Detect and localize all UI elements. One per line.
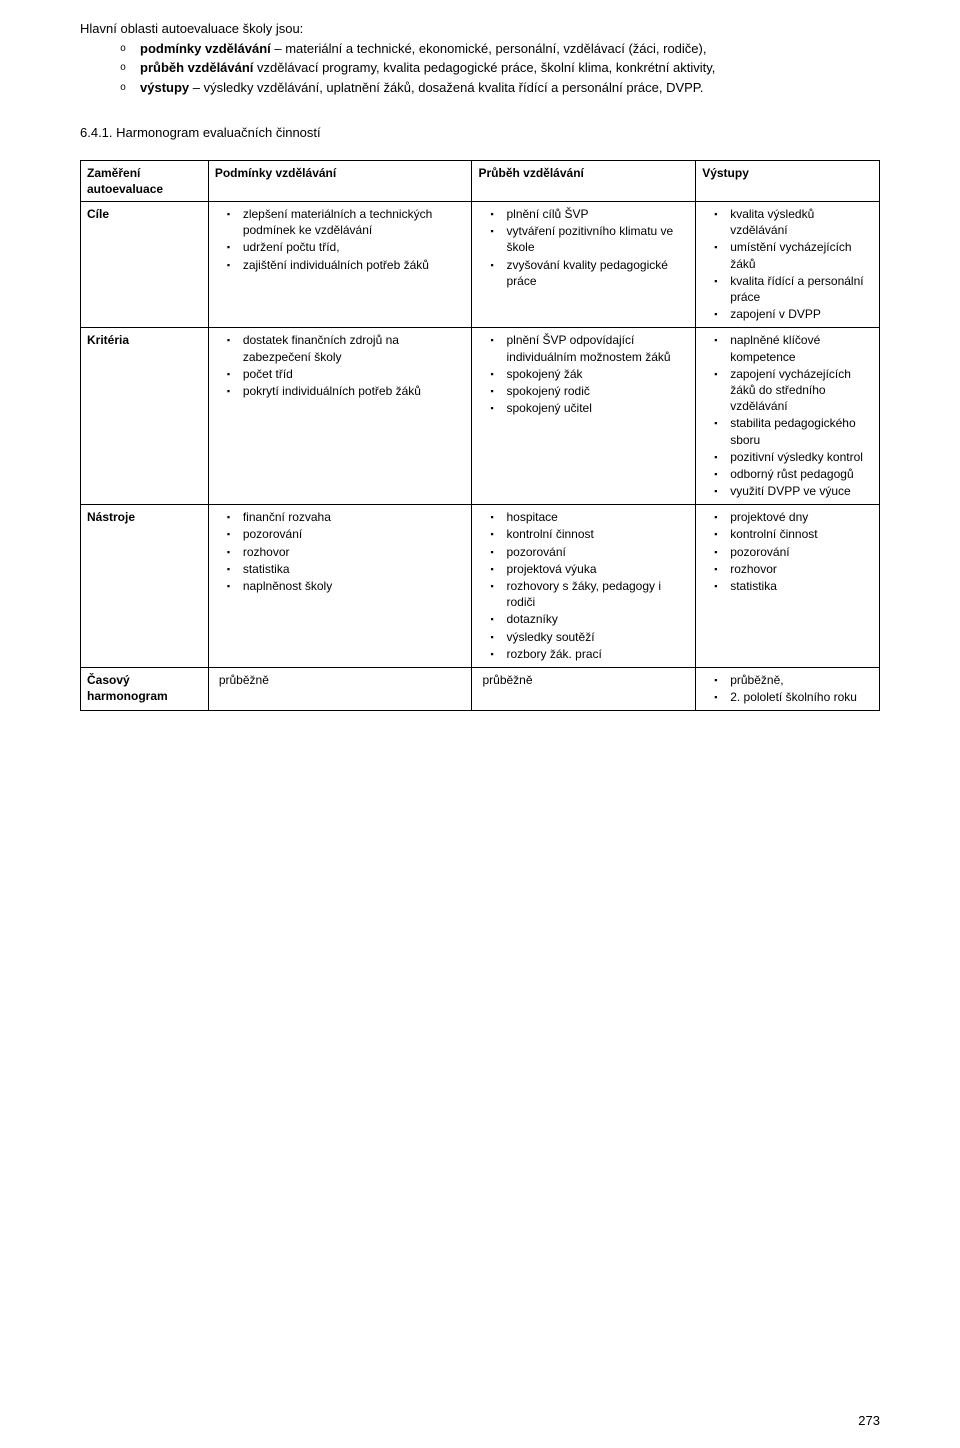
list-item: spokojený učitel — [494, 400, 689, 416]
list-item: pozorování — [494, 544, 689, 560]
table-row: Nástroje finanční rozvaha pozorování roz… — [81, 505, 880, 668]
list-item: dostatek finančních zdrojů na zabezpečen… — [231, 332, 466, 364]
list-item: vytváření pozitivního klimatu ve škole — [494, 223, 689, 255]
list-item: využití DVPP ve výuce — [718, 483, 873, 499]
row-label-harmonogram: Časový harmonogram — [81, 667, 209, 710]
list-item: statistika — [231, 561, 466, 577]
list-item: kvalita řídící a personální práce — [718, 273, 873, 305]
list-item: udržení počtu tříd, — [231, 239, 466, 255]
list-item: kontrolní činnost — [494, 526, 689, 542]
list-item: pokrytí individuálních potřeb žáků — [231, 383, 466, 399]
header-col-4: Výstupy — [696, 160, 880, 201]
cell-nastroje-c2: finanční rozvaha pozorování rozhovor sta… — [208, 505, 472, 668]
list-item: statistika — [718, 578, 873, 594]
list-item: kontrolní činnost — [718, 526, 873, 542]
list-item: naplněné klíčové kompetence — [718, 332, 873, 364]
list-item: zapojení v DVPP — [718, 306, 873, 322]
intro-item-3: výstupy – výsledky vzdělávání, uplatnění… — [120, 79, 880, 97]
list-item: spokojený rodič — [494, 383, 689, 399]
cell-harmonogram-c2-text: průběžně — [215, 673, 269, 687]
cell-cile-c4: kvalita výsledků vzdělávání umístění vyc… — [696, 202, 880, 328]
intro-item-3-rest: – výsledky vzdělávání, uplatnění žáků, d… — [189, 80, 703, 95]
list-item: počet tříd — [231, 366, 466, 382]
cell-cile-c2: zlepšení materiálních a technických podm… — [208, 202, 472, 328]
list-item: pozitivní výsledky kontrol — [718, 449, 873, 465]
cell-nastroje-c3: hospitace kontrolní činnost pozorování p… — [472, 505, 696, 668]
cell-harmonogram-c3: průběžně — [472, 667, 696, 710]
page-number: 273 — [858, 1412, 880, 1430]
list-item: rozhovor — [231, 544, 466, 560]
list-item: odborný růst pedagogů — [718, 466, 873, 482]
list-item: projektová výuka — [494, 561, 689, 577]
cell-cile-c3: plnění cílů ŠVP vytváření pozitivního kl… — [472, 202, 696, 328]
row-label-kriteria: Kritéria — [81, 328, 209, 505]
row-label-nastroje: Nástroje — [81, 505, 209, 668]
cell-nastroje-c4: projektové dny kontrolní činnost pozorov… — [696, 505, 880, 668]
intro-item-1: podmínky vzdělávání – materiální a techn… — [120, 40, 880, 58]
table-row: Kritéria dostatek finančních zdrojů na z… — [81, 328, 880, 505]
header-col-3: Průběh vzdělávání — [472, 160, 696, 201]
intro-item-1-bold: podmínky vzdělávání — [140, 41, 271, 56]
header-col-2: Podmínky vzdělávání — [208, 160, 472, 201]
list-item: projektové dny — [718, 509, 873, 525]
intro-lead: Hlavní oblasti autoevaluace školy jsou: — [80, 20, 880, 38]
intro-bullets: podmínky vzdělávání – materiální a techn… — [120, 40, 880, 97]
list-item: naplněnost školy — [231, 578, 466, 594]
list-item: finanční rozvaha — [231, 509, 466, 525]
list-item: kvalita výsledků vzdělávání — [718, 206, 873, 238]
cell-kriteria-c3: plnění ŠVP odpovídající individuálním mo… — [472, 328, 696, 505]
list-item: dotazníky — [494, 611, 689, 627]
list-item: průběžně, — [718, 672, 873, 688]
row-label-cile: Cíle — [81, 202, 209, 328]
list-item: umístění vycházejících žáků — [718, 239, 873, 271]
table-header-row: Zaměření autoevaluace Podmínky vzděláván… — [81, 160, 880, 201]
header-col-1: Zaměření autoevaluace — [81, 160, 209, 201]
intro-item-3-bold: výstupy — [140, 80, 189, 95]
list-item: stabilita pedagogického sboru — [718, 415, 873, 447]
list-item: pozorování — [718, 544, 873, 560]
list-item: hospitace — [494, 509, 689, 525]
list-item: zlepšení materiálních a technických podm… — [231, 206, 466, 238]
intro-item-2: průběh vzdělávání vzdělávací programy, k… — [120, 59, 880, 77]
intro-item-2-bold: průběh vzdělávání — [140, 60, 253, 75]
list-item: výsledky soutěží — [494, 629, 689, 645]
table-row: Časový harmonogram průběžně průběžně prů… — [81, 667, 880, 710]
cell-kriteria-c4: naplněné klíčové kompetence zapojení vyc… — [696, 328, 880, 505]
list-item: plnění ŠVP odpovídající individuálním mo… — [494, 332, 689, 364]
list-item: zapojení vycházejících žáků do středního… — [718, 366, 873, 415]
list-item: zajištění individuálních potřeb žáků — [231, 257, 466, 273]
list-item: zvyšování kvality pedagogické práce — [494, 257, 689, 289]
cell-harmonogram-c2: průběžně — [208, 667, 472, 710]
list-item: rozhovory s žáky, pedagogy i rodiči — [494, 578, 689, 610]
list-item: 2. pololetí školního roku — [718, 689, 873, 705]
list-item: pozorování — [231, 526, 466, 542]
intro-item-1-rest: – materiální a technické, ekonomické, pe… — [271, 41, 707, 56]
list-item: plnění cílů ŠVP — [494, 206, 689, 222]
section-heading: 6.4.1. Harmonogram evaluačních činností — [80, 124, 880, 142]
list-item: rozbory žák. prací — [494, 646, 689, 662]
table-row: Cíle zlepšení materiálních a technických… — [81, 202, 880, 328]
list-item: rozhovor — [718, 561, 873, 577]
intro-item-2-rest: vzdělávací programy, kvalita pedagogické… — [253, 60, 715, 75]
evaluation-table: Zaměření autoevaluace Podmínky vzděláván… — [80, 160, 880, 712]
cell-harmonogram-c3-text: průběžně — [478, 673, 532, 687]
list-item: spokojený žák — [494, 366, 689, 382]
cell-harmonogram-c4: průběžně, 2. pololetí školního roku — [696, 667, 880, 710]
cell-kriteria-c2: dostatek finančních zdrojů na zabezpečen… — [208, 328, 472, 505]
